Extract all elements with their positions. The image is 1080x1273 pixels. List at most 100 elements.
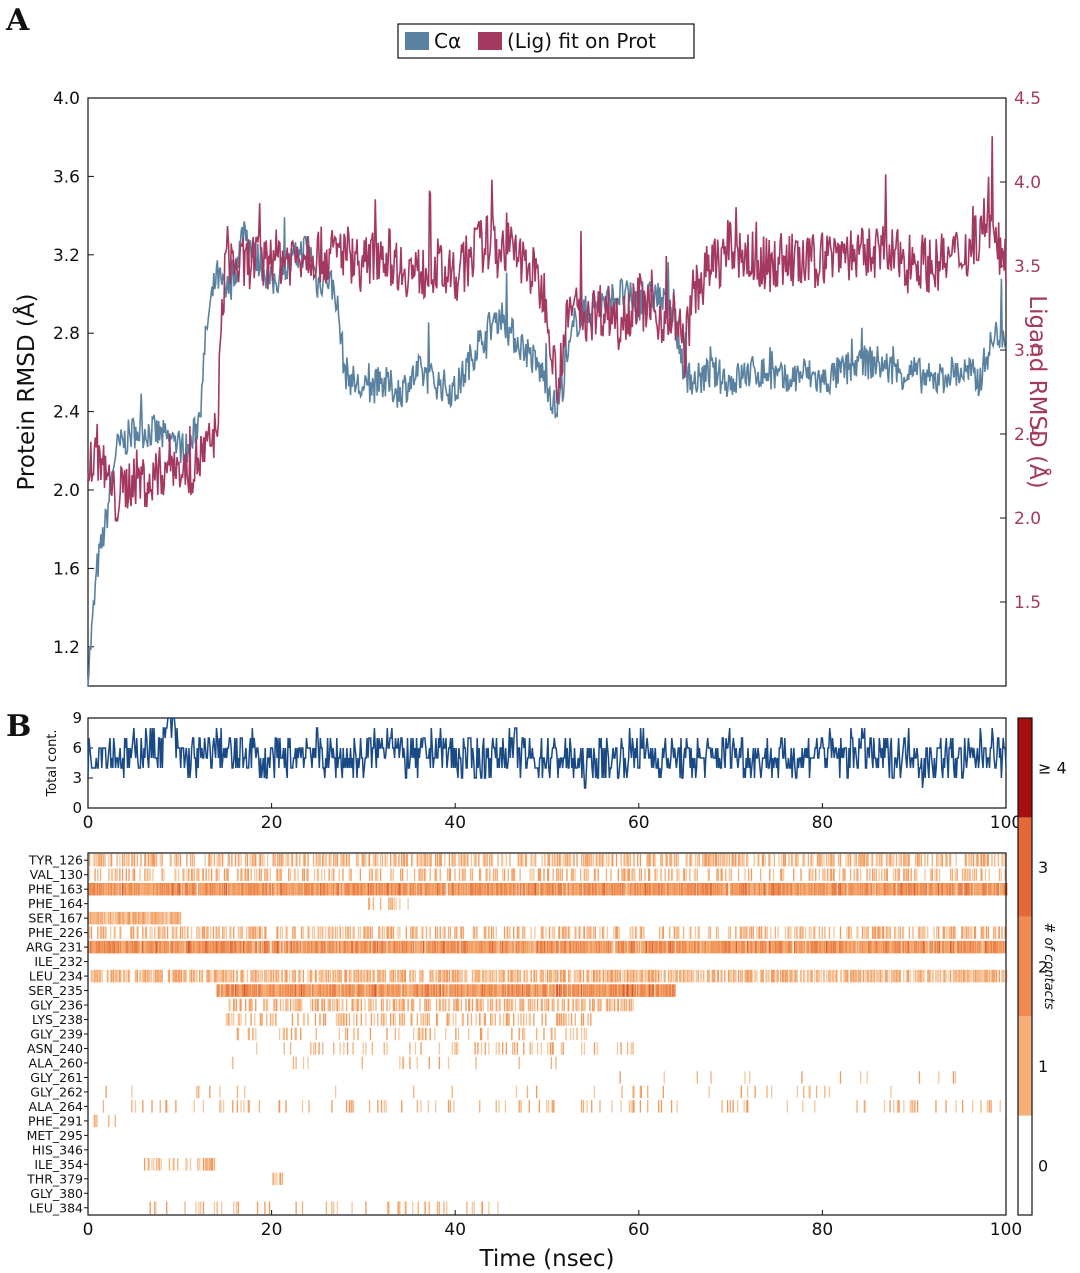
contact-mark: [399, 940, 401, 954]
contact-mark: [885, 926, 888, 939]
contact-mark: [733, 940, 735, 954]
contact-mark: [589, 984, 591, 997]
contact-mark: [491, 926, 493, 939]
contact-mark: [210, 940, 212, 954]
contact-mark: [554, 854, 556, 867]
contact-mark: [118, 940, 120, 954]
contact-mark: [421, 984, 423, 997]
contact-mark: [646, 854, 648, 867]
contact-mark: [132, 911, 135, 925]
contact-mark: [478, 984, 480, 997]
contact-mark: [697, 926, 699, 939]
contact-mark: [606, 984, 608, 997]
contact-mark: [674, 984, 676, 997]
contact-mark: [684, 969, 687, 983]
contact-mark: [398, 882, 400, 896]
contact-mark: [199, 969, 201, 983]
contact-mark: [715, 868, 718, 881]
contact-mark: [140, 969, 142, 983]
contact-mark: [428, 1056, 430, 1070]
contact-mark: [800, 940, 802, 954]
contact-mark: [979, 969, 981, 983]
contact-mark: [617, 940, 620, 954]
contact-mark: [157, 911, 160, 925]
contact-mark: [932, 969, 934, 983]
contact-mark: [441, 882, 443, 896]
contact-mark: [541, 969, 543, 983]
contact-mark: [300, 940, 302, 954]
contact-mark: [972, 868, 974, 881]
contact-mark: [250, 984, 252, 997]
contact-mark: [291, 969, 294, 983]
contact-mark: [877, 940, 879, 954]
contact-mark: [603, 984, 605, 997]
contact-mark: [485, 984, 487, 997]
contact-mark: [791, 854, 793, 867]
contact-mark: [418, 1027, 420, 1041]
contact-mark: [973, 868, 976, 881]
contact-mark: [580, 1013, 583, 1026]
contact-mark: [225, 969, 228, 983]
contact-mark: [553, 854, 555, 867]
contact-mark: [462, 868, 464, 881]
contact-mark: [983, 854, 986, 867]
contact-mark: [416, 882, 418, 896]
contact-mark: [822, 868, 824, 881]
contact-mark: [546, 984, 548, 997]
contact-mark: [363, 882, 365, 896]
contact-mark: [739, 854, 742, 867]
contact-mark: [487, 882, 489, 896]
contact-mark: [134, 911, 137, 925]
contact-mark: [975, 882, 978, 896]
contact-mark: [968, 926, 970, 939]
contact-mark: [495, 926, 497, 939]
contact-mark: [961, 926, 964, 939]
contact-mark: [584, 854, 586, 867]
contact-mark: [991, 882, 993, 896]
contact-mark: [296, 940, 298, 954]
contact-mark: [868, 882, 870, 896]
contact-mark: [445, 1027, 447, 1041]
contact-mark: [725, 940, 727, 954]
contact-mark: [972, 969, 975, 983]
contact-mark: [726, 940, 729, 954]
contact-mark: [496, 984, 498, 997]
contact-mark: [974, 969, 977, 983]
contact-mark: [757, 940, 759, 954]
contact-mark: [840, 882, 843, 896]
contact-mark: [322, 882, 324, 896]
contact-mark: [961, 926, 963, 939]
contact-mark: [243, 984, 245, 997]
contact-mark: [354, 940, 356, 954]
contact-mark: [547, 969, 549, 983]
contact-mark: [769, 854, 771, 867]
contact-mark: [493, 969, 496, 983]
contact-mark: [115, 940, 117, 954]
contact-mark: [622, 969, 624, 983]
contact-mark: [776, 969, 778, 983]
contact-mark: [255, 984, 257, 997]
contact-mark: [663, 969, 665, 983]
contact-mark: [840, 940, 843, 954]
contact-mark: [834, 969, 836, 983]
contact-mark: [903, 1100, 905, 1113]
contact-mark: [882, 940, 885, 954]
contact-mark: [161, 854, 163, 867]
contact-mark: [698, 940, 700, 954]
contact-mark: [556, 868, 558, 881]
contact-mark: [240, 854, 242, 867]
contact-mark: [587, 940, 589, 954]
contact-mark: [350, 969, 352, 983]
contact-mark: [159, 926, 161, 939]
contact-mark: [357, 998, 360, 1012]
contact-mark: [631, 926, 633, 939]
contact-mark: [612, 998, 614, 1012]
contact-mark: [272, 940, 274, 954]
contact-mark: [490, 1013, 492, 1026]
contact-mark: [675, 940, 677, 954]
contact-mark: [479, 984, 482, 997]
contact-mark: [259, 926, 261, 939]
contact-mark: [727, 926, 730, 939]
contact-mark: [425, 998, 428, 1012]
contact-mark: [881, 882, 883, 896]
